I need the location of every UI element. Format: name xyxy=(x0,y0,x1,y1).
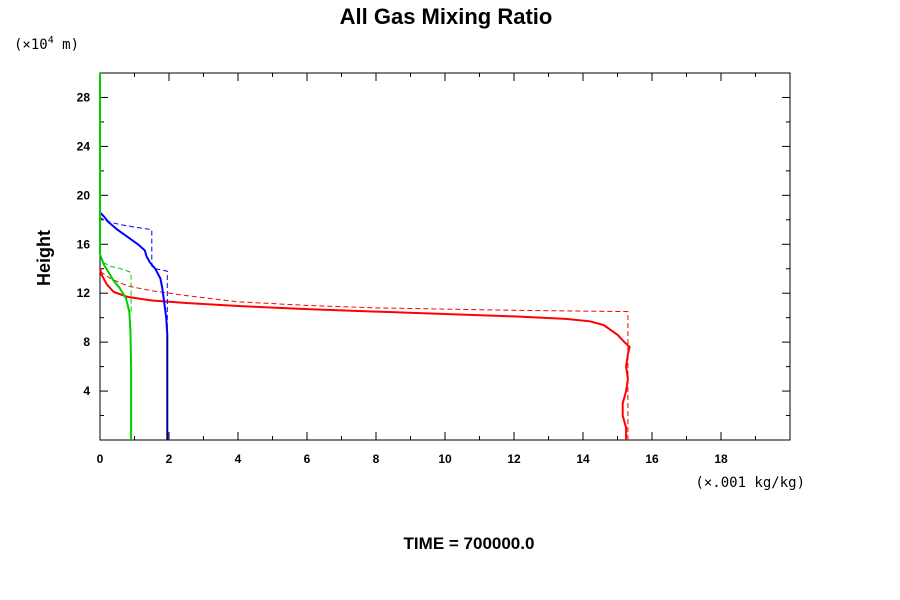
series-group xyxy=(99,73,631,440)
series-line-0 xyxy=(99,268,631,440)
x-tick-label: 4 xyxy=(235,452,242,466)
x-tick-label: 14 xyxy=(576,452,590,466)
x-tick-label: 2 xyxy=(166,452,173,466)
y-tick-label: 20 xyxy=(77,188,91,202)
x-tick-label: 16 xyxy=(645,452,659,466)
y-tick-label: 12 xyxy=(77,286,91,300)
y-axis-label: Height xyxy=(34,230,54,286)
x-tick-label: 12 xyxy=(507,452,521,466)
series-line-3 xyxy=(99,216,168,440)
y-tick-label: 4 xyxy=(83,384,90,398)
y-tick-label: 16 xyxy=(77,237,91,251)
y-tick-label: 8 xyxy=(83,335,90,349)
y-tick-label: 28 xyxy=(77,90,91,104)
x-tick-label: 0 xyxy=(97,452,104,466)
x-tick-label: 10 xyxy=(438,452,452,466)
x-unit-label: (×.001 kg/kg) xyxy=(695,475,805,491)
y-tick-label: 24 xyxy=(77,139,91,153)
series-line-1 xyxy=(99,270,629,440)
x-tick-label: 18 xyxy=(714,452,728,466)
plot-frame xyxy=(99,72,791,441)
x-tick-label: 6 xyxy=(304,452,311,466)
chart-title: All Gas Mixing Ratio xyxy=(340,4,553,29)
x-tick-label: 8 xyxy=(373,452,380,466)
time-label: TIME = 700000.0 xyxy=(404,534,535,553)
series-line-5 xyxy=(99,258,132,312)
series-line-2 xyxy=(99,211,169,335)
y-unit-label: (×104 m) xyxy=(14,35,79,53)
